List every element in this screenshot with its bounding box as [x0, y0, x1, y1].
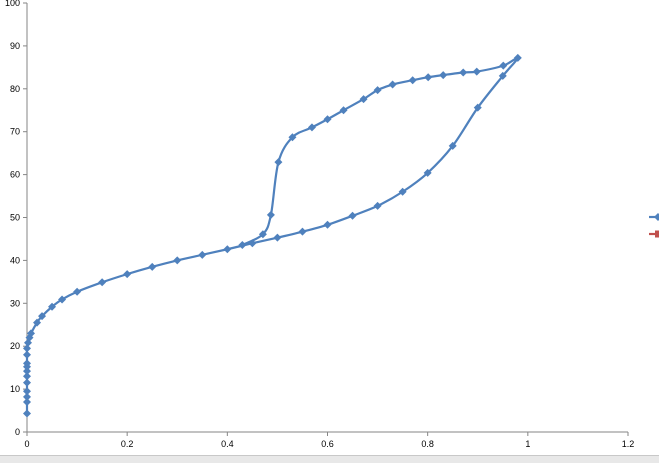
series-0-marker [499, 61, 508, 70]
series-0-marker [23, 367, 31, 376]
x-tick-label: 0.4 [221, 439, 234, 449]
series-0-marker [288, 133, 297, 142]
series-0-marker [58, 295, 67, 304]
y-tick-label: 0 [15, 427, 20, 437]
series-0-marker [398, 187, 407, 196]
series-0-marker [408, 76, 417, 85]
series-0-marker [448, 141, 457, 150]
series-0-marker [373, 86, 382, 95]
series-0-marker [23, 409, 31, 418]
series-0-marker [27, 329, 36, 338]
series-0-marker [274, 158, 283, 167]
series-0-marker [273, 233, 282, 242]
series-0-marker [38, 312, 47, 321]
series-0-marker [266, 210, 275, 219]
x-tick-label: 1 [525, 439, 530, 449]
series-0-marker [473, 103, 482, 112]
series-0-marker [238, 240, 247, 249]
series-0-marker [23, 392, 31, 401]
x-tick-label: 0.8 [421, 439, 434, 449]
series-0-marker [23, 378, 31, 387]
series-0-marker [23, 372, 31, 381]
series-0-marker [388, 80, 397, 89]
series-0-marker [424, 73, 433, 82]
y-tick-label: 50 [10, 213, 20, 223]
series-0-marker [48, 302, 57, 311]
series-0-marker [423, 168, 432, 177]
x-tick-label: 0.6 [321, 439, 334, 449]
series-0-marker [307, 123, 316, 132]
x-tick-label: 0.2 [121, 439, 134, 449]
series-0-marker [258, 230, 267, 239]
series-0-marker [73, 287, 82, 296]
legend [649, 213, 659, 238]
series-0-marker [198, 250, 207, 259]
window-bottom-edge [0, 455, 659, 463]
y-tick-label: 100 [5, 0, 20, 8]
series-0-marker [323, 220, 332, 229]
series-0-marker [298, 227, 307, 236]
series-0-marker [459, 68, 468, 77]
series-0-marker [348, 211, 357, 220]
series-layer [23, 53, 522, 418]
series-0-marker [23, 359, 31, 368]
series-0-marker [248, 239, 257, 248]
series-0-marker [498, 71, 507, 80]
legend-marker-square [655, 230, 659, 238]
y-tick-label: 60 [10, 170, 20, 180]
series-0-marker [23, 350, 31, 359]
series-0-marker [123, 270, 132, 279]
y-tick-label: 10 [10, 384, 20, 394]
series-0-marker [339, 106, 348, 115]
series-0-marker [173, 256, 182, 265]
series-0-marker [373, 201, 382, 210]
x-tick-label: 0 [24, 439, 29, 449]
series-0-marker [23, 387, 31, 396]
series-0-marker [359, 95, 368, 104]
y-tick-label: 70 [10, 127, 20, 137]
legend-marker-diamond [654, 213, 659, 221]
y-tick-label: 40 [10, 255, 20, 265]
y-tick-label: 30 [10, 298, 20, 308]
series-0-line [25, 56, 519, 414]
series-0-marker [23, 397, 31, 406]
series-0-marker [323, 115, 332, 124]
series-0-marker [148, 262, 157, 271]
y-tick-label: 80 [10, 84, 20, 94]
series-0-marker [472, 67, 481, 76]
y-tick-label: 20 [10, 341, 20, 351]
series-0-marker [33, 318, 42, 327]
tick-labels: 0 10 20 30 40 50 60 70 80 90 100 0 0.2 0.4 0.6 0.8 1 1.2 [5, 0, 634, 449]
series-0-marker [513, 53, 522, 62]
axes [23, 2, 629, 436]
y-tick-label: 90 [10, 41, 20, 51]
series-0-marker [439, 71, 448, 80]
series-0-marker [23, 344, 31, 353]
series-0-marker [223, 245, 232, 254]
x-tick-label: 1.2 [622, 439, 635, 449]
series-0-marker [98, 278, 107, 287]
